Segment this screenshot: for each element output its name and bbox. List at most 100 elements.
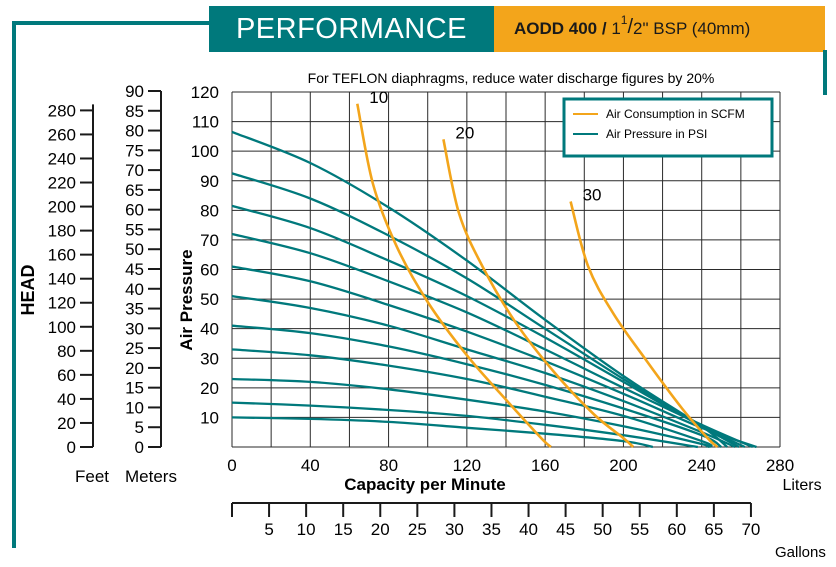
pressure-curve-10 — [231, 416, 654, 449]
feet-tick-label: 140 — [48, 270, 76, 289]
legend-pressure: Air Pressure in PSI — [606, 127, 707, 141]
legend-consumption: Air Consumption in SCFM — [606, 107, 745, 121]
capacity-label: Capacity per Minute — [344, 475, 506, 494]
consumption-curve-30 — [569, 201, 719, 448]
x-tick-label: 0 — [227, 456, 236, 475]
pressure-curve-8 — [231, 377, 711, 449]
feet-tick-label: 40 — [57, 390, 76, 409]
performance-title: PERFORMANCE — [209, 6, 494, 52]
feet-tick-label: 60 — [57, 366, 76, 385]
size-numerator: 1 — [620, 13, 628, 27]
size-slash: / — [627, 16, 634, 38]
air-pressure-label: Air Pressure — [177, 249, 196, 350]
meters-tick-label: 55 — [125, 220, 144, 239]
feet-tick-label: 120 — [48, 294, 76, 313]
gallons-tick-label: 55 — [630, 520, 649, 539]
gallons-tick-label: 10 — [297, 520, 316, 539]
meters-tick-label: 5 — [135, 418, 144, 437]
feet-label: Feet — [75, 467, 109, 486]
pressure-curve-2 — [231, 204, 746, 449]
meters-label: Meters — [125, 467, 177, 486]
consumption-curve-20 — [442, 139, 635, 448]
y-tick-label: 60 — [200, 261, 219, 280]
pressure-curve-4 — [231, 265, 757, 449]
meters-tick-label: 80 — [125, 122, 144, 141]
liters-unit: Liters — [782, 477, 821, 494]
consumption-label-30: 30 — [583, 185, 602, 204]
y-tick-label: 30 — [200, 349, 219, 368]
meters-tick-label: 40 — [125, 280, 144, 299]
gallons-tick-label: 5 — [264, 520, 273, 539]
meters-tick-label: 10 — [125, 398, 144, 417]
size-fraction: 1/2 — [621, 13, 643, 39]
feet-tick-label: 100 — [48, 318, 76, 337]
gallons-tick-label: 60 — [667, 520, 686, 539]
meters-tick-label: 85 — [125, 102, 144, 121]
x-tick-label: 160 — [531, 456, 559, 475]
consumption-curve-10 — [356, 103, 552, 448]
consumption-label-20: 20 — [455, 123, 474, 142]
meters-tick-label: 25 — [125, 339, 144, 358]
meters-tick-label: 0 — [135, 438, 144, 457]
model-name: AODD 400 / — [514, 19, 607, 38]
feet-tick-label: 0 — [67, 438, 76, 457]
x-tick-label: 40 — [301, 456, 320, 475]
pressure-curve-3 — [231, 232, 754, 449]
feet-tick-label: 160 — [48, 246, 76, 265]
air-pressure-curves — [231, 130, 757, 449]
y-tick-label: 90 — [200, 172, 219, 191]
gallons-tick-label: 70 — [741, 520, 760, 539]
meters-tick-label: 65 — [125, 181, 144, 200]
feet-tick-label: 80 — [57, 342, 76, 361]
feet-tick-label: 220 — [48, 174, 76, 193]
y-tick-label: 20 — [200, 379, 219, 398]
feet-tick-label: 200 — [48, 198, 76, 217]
x-tick-label: 200 — [609, 456, 637, 475]
model-title: AODD 400 / 1 1/2 " BSP (40mm) — [494, 6, 825, 52]
consumption-label-10: 10 — [369, 88, 388, 107]
x-tick-label: 120 — [453, 456, 481, 475]
y-tick-label: 10 — [200, 408, 219, 427]
y-tick-label: 110 — [192, 113, 219, 132]
size-whole: 1 — [611, 19, 621, 38]
y-tick-label: 100 — [191, 142, 219, 161]
meters-tick-label: 15 — [125, 379, 144, 398]
gallons-unit: Gallons — [775, 544, 826, 561]
x-tick-label: 280 — [766, 456, 794, 475]
feet-tick-label: 20 — [57, 414, 76, 433]
size-denominator: 2 — [633, 19, 643, 38]
pressure-curve-6 — [231, 324, 722, 448]
gallons-tick-label: 40 — [519, 520, 538, 539]
meters-tick-label: 45 — [125, 260, 144, 279]
pressure-curve-9 — [231, 401, 698, 449]
meters-tick-label: 30 — [125, 319, 144, 338]
size-rest: " BSP (40mm) — [642, 19, 751, 38]
gallons-tick-label: 25 — [408, 520, 427, 539]
teflon-note: For TEFLON diaphragms, reduce water disc… — [308, 70, 715, 86]
meters-tick-label: 60 — [125, 201, 144, 220]
meters-tick-label: 75 — [125, 141, 144, 160]
gallons-tick-label: 20 — [371, 520, 390, 539]
meters-tick-label: 90 — [125, 82, 144, 101]
head-label: HEAD — [18, 264, 38, 315]
pressure-curve-5 — [231, 294, 736, 449]
chart-legend: Air Consumption in SCFM Air Pressure in … — [562, 97, 774, 158]
y-tick-label: 70 — [200, 231, 219, 250]
meters-tick-label: 20 — [125, 359, 144, 378]
frame-top-left — [12, 21, 209, 548]
meters-tick-label: 35 — [125, 300, 144, 319]
pressure-curve-7 — [231, 348, 713, 448]
air-consumption-curves: 10 20 30 — [356, 88, 719, 448]
gallons-tick-label: 35 — [482, 520, 501, 539]
feet-tick-label: 240 — [48, 149, 76, 168]
gallons-tick-label: 65 — [704, 520, 723, 539]
gallons-tick-label: 15 — [334, 520, 353, 539]
gallons-tick-label: 50 — [593, 520, 612, 539]
meters-tick-label: 50 — [125, 240, 144, 259]
frame-border — [12, 21, 827, 548]
y-tick-label: 40 — [200, 320, 219, 339]
y-tick-label: 120 — [191, 83, 219, 102]
x-tick-label: 240 — [688, 456, 716, 475]
